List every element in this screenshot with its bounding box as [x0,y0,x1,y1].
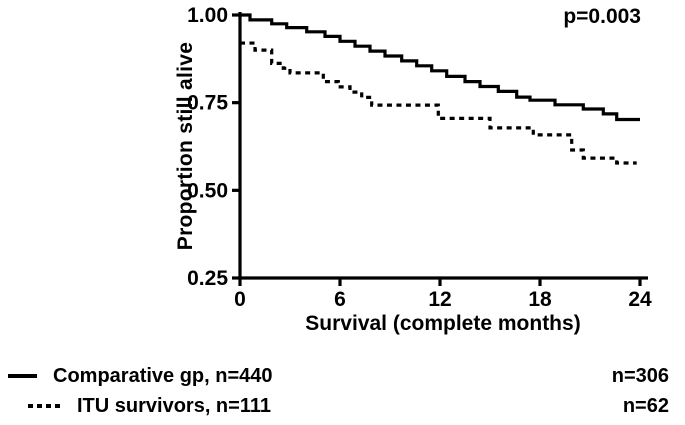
svg-text:0.25: 0.25 [187,267,228,290]
svg-text:1.00: 1.00 [187,4,228,27]
y-axis-ticks: 1.00 0.75 0.50 0.25 [187,4,240,290]
y-axis-title: Proportion still alive [174,41,197,251]
series-1-curve [240,41,637,165]
svg-text:12: 12 [428,288,451,311]
svg-text:0.50: 0.50 [187,179,228,202]
svg-text:24: 24 [628,288,652,311]
dashed-line-swatch-icon [28,404,62,408]
legend-item-itu-survivors: ITU survivors, n=111 n=62 [8,394,669,418]
at-risk-count-comparative-gp: n=306 [611,364,669,387]
legend-label-comparative-gp: Comparative gp, n=440 [53,364,273,387]
legend-label-itu-survivors: ITU survivors, n=111 [77,394,271,417]
p-value-annotation: p=0.003 [563,5,641,28]
svg-text:0: 0 [234,288,246,311]
axes [238,12,648,280]
svg-text:18: 18 [528,288,552,311]
legend-item-comparative-gp: Comparative gp, n=440 n=306 [8,364,669,388]
svg-text:6: 6 [334,288,346,311]
svg-text:0.75: 0.75 [187,92,228,115]
at-risk-count-itu-survivors: n=62 [622,394,669,417]
x-axis-ticks: 0 6 12 18 24 [234,278,652,311]
solid-line-swatch-icon [8,374,37,378]
x-axis-title: Survival (complete months) [305,312,581,335]
series-0-curve [240,13,640,122]
